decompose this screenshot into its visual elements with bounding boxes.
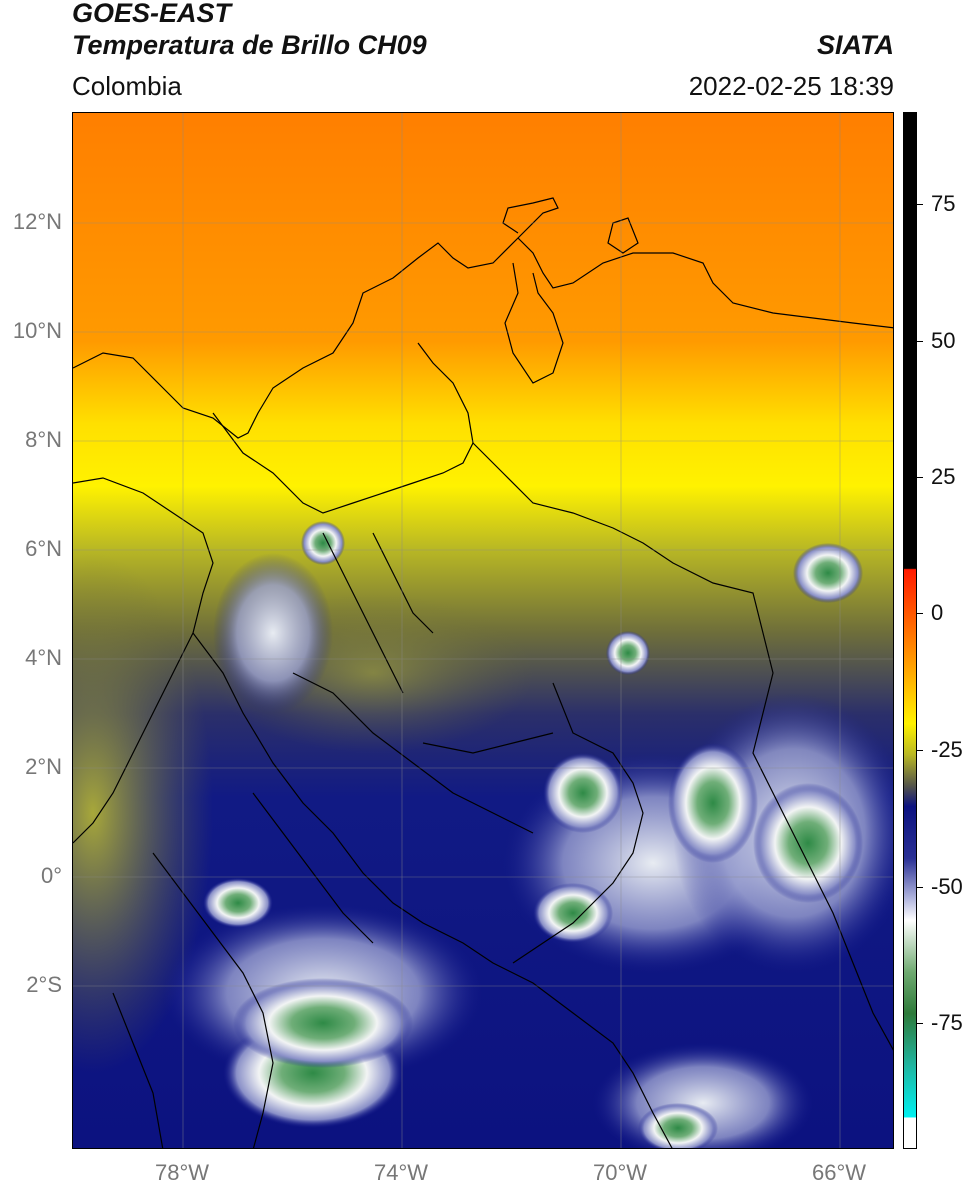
lat-label-4n: 4°N <box>25 645 62 670</box>
colorbar-tick-minus25: -25 <box>931 737 963 762</box>
lat-label-10n: 10°N <box>12 318 62 343</box>
colorbar <box>903 112 917 1149</box>
lat-label-6n: 6°N <box>25 536 62 561</box>
product-title: Temperatura de Brillo CH09 <box>72 30 427 60</box>
graticule <box>73 113 893 1148</box>
satellite-title: GOES-EAST <box>72 0 232 28</box>
map-image <box>73 113 893 1148</box>
lat-label-8n: 8°N <box>25 427 62 452</box>
lat-label-0: 0° <box>40 863 62 888</box>
lat-label-2s: 2°S <box>26 972 62 997</box>
colorbar-tick-50: 50 <box>931 328 956 353</box>
lat-label-12n: 12°N <box>12 209 62 234</box>
colorbar-tick-75: 75 <box>931 191 956 216</box>
satellite-map[interactable] <box>72 112 894 1149</box>
lon-label-66w: 66°W <box>811 1160 867 1185</box>
agency-label: SIATA <box>817 30 894 60</box>
region-label: Colombia <box>72 71 182 101</box>
colorbar-tick-minus50: -50 <box>931 874 963 899</box>
lon-label-70w: 70°W <box>592 1160 648 1185</box>
colorbar-tick-0: 0 <box>931 600 944 625</box>
lat-label-2n: 2°N <box>25 754 62 779</box>
colorbar-tick-25: 25 <box>931 464 956 489</box>
timestamp-label: 2022-02-25 18:39 <box>688 71 894 101</box>
colorbar-tick-minus75: -75 <box>931 1010 963 1035</box>
lon-label-78w: 78°W <box>154 1160 210 1185</box>
lon-label-74w: 74°W <box>373 1160 429 1185</box>
